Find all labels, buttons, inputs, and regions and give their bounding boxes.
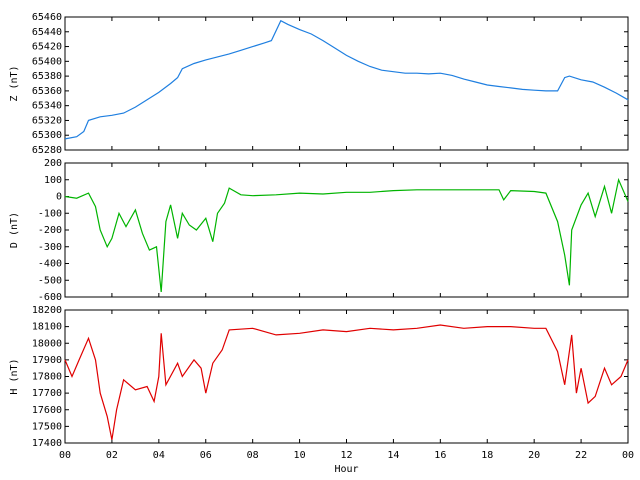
y-tick-label: 65420	[32, 42, 62, 53]
x-tick-label: 10	[294, 450, 306, 461]
y-tick-label: -500	[38, 275, 62, 286]
x-axis-label: Hour	[334, 464, 358, 475]
data-line	[64, 19, 629, 140]
x-tick-label: 08	[247, 450, 259, 461]
y-tick-label: 65460	[32, 12, 62, 23]
y-tick-label: 200	[44, 158, 62, 169]
x-tick-label: 14	[387, 450, 399, 461]
y-tick-label: 18200	[32, 305, 62, 316]
y-tick-label: 17900	[32, 355, 62, 366]
y-axis-label: H (nT)	[9, 358, 20, 394]
y-tick-label: 65440	[32, 27, 62, 38]
y-tick-label: 18100	[32, 322, 62, 333]
y-tick-label: -300	[38, 242, 62, 253]
y-tick-label: 17600	[32, 405, 62, 416]
x-tick-label: 00	[622, 450, 634, 461]
x-tick-label: 18	[481, 450, 493, 461]
y-tick-label: 65360	[32, 86, 62, 97]
y-tick-label: 65300	[32, 130, 62, 141]
plot-frame	[64, 309, 629, 444]
plot-frame	[64, 162, 629, 298]
y-tick-label: -600	[38, 292, 62, 303]
x-tick-label: 02	[106, 450, 118, 461]
x-tick-label: 16	[434, 450, 446, 461]
y-tick-label: 17800	[32, 372, 62, 383]
data-line	[64, 324, 629, 440]
y-tick-label: 17700	[32, 388, 62, 399]
y-tick-label: 65340	[32, 101, 62, 112]
data-line	[64, 177, 629, 293]
y-tick-label: -400	[38, 259, 62, 270]
x-tick-label: 20	[528, 450, 540, 461]
y-tick-label: 100	[44, 175, 62, 186]
y-tick-label: -100	[38, 208, 62, 219]
y-tick-label: 17400	[32, 438, 62, 449]
y-tick-label: 65400	[32, 56, 62, 67]
x-tick-label: 12	[340, 450, 352, 461]
y-tick-label: 65280	[32, 145, 62, 156]
y-axis-label: Z (nT)	[9, 65, 20, 101]
x-tick-label: 04	[153, 450, 165, 461]
y-axis-label: D (nT)	[9, 212, 20, 248]
y-tick-label: 0	[56, 192, 62, 203]
y-tick-label: 18000	[32, 338, 62, 349]
plot-frame	[64, 16, 629, 151]
x-tick-label: 00	[59, 450, 71, 461]
y-tick-label: 17500	[32, 421, 62, 432]
y-tick-label: 65320	[32, 115, 62, 126]
y-tick-label: -200	[38, 225, 62, 236]
y-tick-label: 65380	[32, 71, 62, 82]
x-tick-label: 22	[575, 450, 587, 461]
x-tick-label: 06	[200, 450, 212, 461]
